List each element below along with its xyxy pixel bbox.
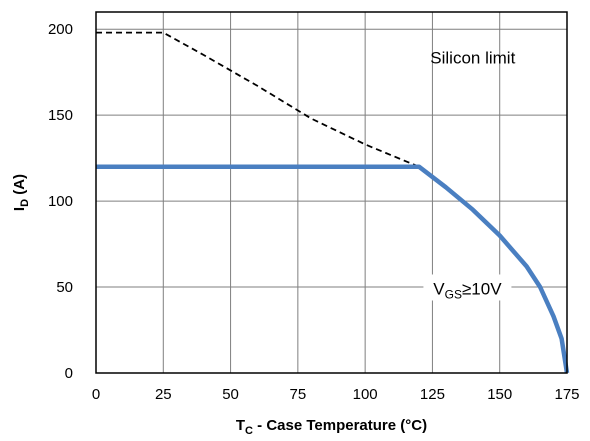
y-tick-label: 50 [56,279,73,296]
x-axis-title: TC - Case Temperature (°C) [236,417,427,437]
y-axis-title-main: I [11,207,28,211]
x-axis-title-rest: - Case Temperature (°C) [253,417,427,434]
x-tick-label: 50 [222,386,239,403]
x-tick-label: 125 [420,386,445,403]
y-axis-title: ID (A) [11,174,31,211]
y-axis-title-rest: (A) [11,174,28,199]
annotations: Silicon limit VGS≥10V [423,49,516,301]
y-tick-label: 150 [48,107,73,124]
x-axis-title-main: T [236,417,245,434]
plot-frame [95,11,568,374]
grid [96,12,567,373]
x-tick-label: 25 [155,386,172,403]
series-line-dashed [96,31,420,168]
y-axis-title-sub: D [19,199,31,207]
annotation-vgs-rest: ≥10V [462,279,502,298]
x-tick-label: 100 [353,386,378,403]
x-tick-label: 175 [554,386,579,403]
annotation-vgs-sub: GS [445,287,462,301]
y-tick-label: 100 [48,193,73,210]
x-tick-label: 150 [487,386,512,403]
x-tick-label: 75 [290,386,307,403]
annotation-silicon-limit: Silicon limit [430,49,515,68]
annotation-background [423,274,512,301]
x-axis-title-sub: C [245,425,253,437]
annotation-vgs-main: V [433,279,445,298]
y-tick-labels: 0 50 100 150 200 [48,21,73,382]
series-layer [96,31,570,374]
y-tick-label: 200 [48,21,73,38]
y-tick-label: 0 [65,365,73,382]
x-tick-labels: 0 25 50 75 100 125 150 175 [92,386,580,403]
annotation-vgs: VGS≥10V [433,279,502,301]
series-line-solid [96,164,570,374]
x-tick-label: 0 [92,386,100,403]
